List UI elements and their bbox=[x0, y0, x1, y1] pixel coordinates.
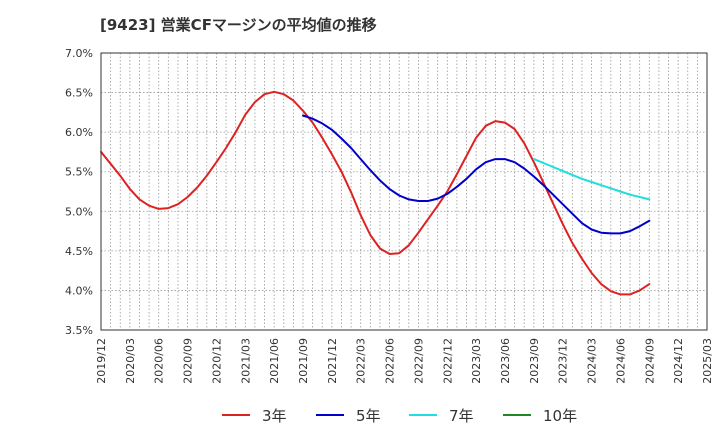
y-tick-label: 6.0% bbox=[65, 126, 93, 139]
x-tick-label: 2021/12 bbox=[326, 338, 339, 384]
legend-label: 5年 bbox=[356, 406, 381, 425]
x-tick-label: 2022/09 bbox=[412, 338, 425, 384]
y-tick-label: 7.0% bbox=[65, 47, 93, 60]
chart-title: [9423] 営業CFマージンの平均値の推移 bbox=[100, 16, 377, 34]
x-tick-label: 2022/12 bbox=[441, 338, 454, 384]
x-tick-label: 2024/12 bbox=[672, 338, 685, 384]
series-line bbox=[100, 90, 651, 296]
x-tick-label: 2023/09 bbox=[528, 338, 541, 384]
legend-item: 7年 bbox=[409, 402, 474, 428]
y-tick-label: 6.5% bbox=[65, 87, 93, 100]
x-tick-label: 2025/03 bbox=[701, 338, 714, 384]
x-tick-label: 2024/09 bbox=[643, 338, 656, 384]
x-tick-label: 2021/03 bbox=[239, 338, 252, 384]
x-tick-label: 2021/09 bbox=[297, 338, 310, 384]
series-line bbox=[302, 114, 651, 235]
legend-label: 10年 bbox=[543, 406, 578, 425]
legend-swatch bbox=[316, 414, 344, 416]
x-tick-label: 2021/06 bbox=[268, 338, 281, 384]
legend-swatch bbox=[503, 414, 531, 416]
x-tick-label: 2020/06 bbox=[153, 338, 166, 384]
x-axis: 2019/12 2020/03 2020/06 2020/09 2020/12 2021/… bbox=[95, 338, 714, 384]
y-tick-label: 3.5% bbox=[65, 324, 93, 337]
chart-area: 7.0% 6.5% 6.0% 5.5% 5.0% 4.5% 4.0% 3.5% 2019/12… bbox=[65, 47, 714, 384]
legend-swatch bbox=[222, 414, 250, 416]
x-tick-label: 2023/03 bbox=[470, 338, 483, 384]
legend: 3年 5年 7年 10年 bbox=[0, 402, 720, 428]
legend-swatch bbox=[409, 414, 437, 416]
legend-item: 5年 bbox=[316, 402, 381, 428]
x-tick-label: 2022/03 bbox=[355, 338, 368, 384]
x-tick-label: 2023/06 bbox=[499, 338, 512, 384]
x-tick-label: 2020/09 bbox=[182, 338, 195, 384]
x-tick-label: 2024/06 bbox=[614, 338, 627, 384]
plot-frame bbox=[100, 52, 708, 331]
legend-label: 3年 bbox=[262, 406, 287, 425]
x-tick-label: 2022/06 bbox=[384, 338, 397, 384]
series-line bbox=[532, 158, 651, 201]
series-layer bbox=[100, 90, 651, 296]
y-tick-label: 5.5% bbox=[65, 166, 93, 179]
grid-lines bbox=[101, 53, 707, 330]
x-tick-label: 2019/12 bbox=[95, 338, 108, 384]
legend-item: 3年 bbox=[222, 402, 287, 428]
y-tick-label: 4.5% bbox=[65, 245, 93, 258]
legend-label: 7年 bbox=[449, 406, 474, 425]
x-tick-label: 2020/03 bbox=[124, 338, 137, 384]
legend-item: 10年 bbox=[503, 402, 577, 428]
x-tick-label: 2023/12 bbox=[557, 338, 570, 384]
y-axis: 7.0% 6.5% 6.0% 5.5% 5.0% 4.5% 4.0% 3.5% bbox=[65, 47, 93, 337]
x-tick-label: 2024/03 bbox=[586, 338, 599, 384]
y-tick-label: 4.0% bbox=[65, 284, 93, 297]
x-tick-label: 2020/12 bbox=[210, 338, 223, 384]
y-tick-label: 5.0% bbox=[65, 205, 93, 218]
